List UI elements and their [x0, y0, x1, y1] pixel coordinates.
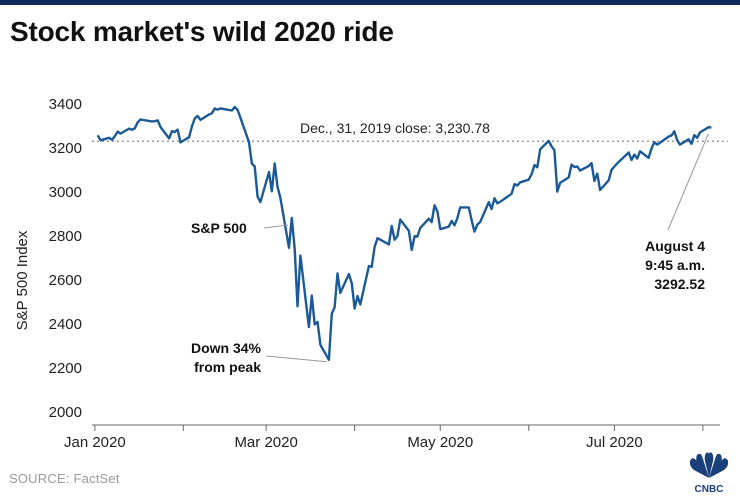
annotation-leader-down: [265, 355, 327, 363]
x-tick-label: May 2020: [407, 434, 473, 451]
top-accent-bar: [0, 0, 740, 5]
x-tick-label: Jul 2020: [586, 434, 643, 451]
annotation-august-4: August 4: [645, 238, 705, 254]
cnbc-peacock-icon: CNBC: [689, 452, 729, 494]
svg-text:CNBC: CNBC: [695, 484, 724, 494]
y-tick-label: 3000: [49, 184, 82, 201]
y-axis-label: S&P 500 Index: [14, 230, 31, 330]
y-tick-label: 2800: [49, 228, 82, 245]
reference-line-label: Dec., 31, 2019 close: 3,230.78: [300, 120, 490, 136]
annotation-down-34: Down 34%: [191, 340, 262, 356]
y-tick-label: 3200: [49, 140, 82, 157]
x-tick-label: Jan 2020: [64, 434, 126, 451]
page-title: Stock market's wild 2020 ride: [10, 16, 394, 47]
y-tick-label: 2000: [49, 404, 82, 421]
annotation-time: 9:45 a.m.: [645, 257, 705, 273]
y-tick-label: 2200: [49, 360, 82, 377]
annotation-sp500: S&P 500: [191, 220, 247, 236]
y-tick-label: 3400: [49, 96, 82, 113]
annotation-from-peak: from peak: [194, 359, 261, 375]
annotation-leader-august: [667, 133, 709, 231]
series-line-sp500: [96, 105, 712, 361]
y-tick-label: 2600: [49, 272, 82, 289]
y-tick-label: 2400: [49, 316, 82, 333]
x-tick-label: Mar 2020: [234, 434, 297, 451]
annotation-leader-sp500: [263, 224, 288, 229]
source-note: SOURCE: FactSet: [9, 471, 120, 486]
annotation-value: 3292.52: [654, 276, 705, 292]
